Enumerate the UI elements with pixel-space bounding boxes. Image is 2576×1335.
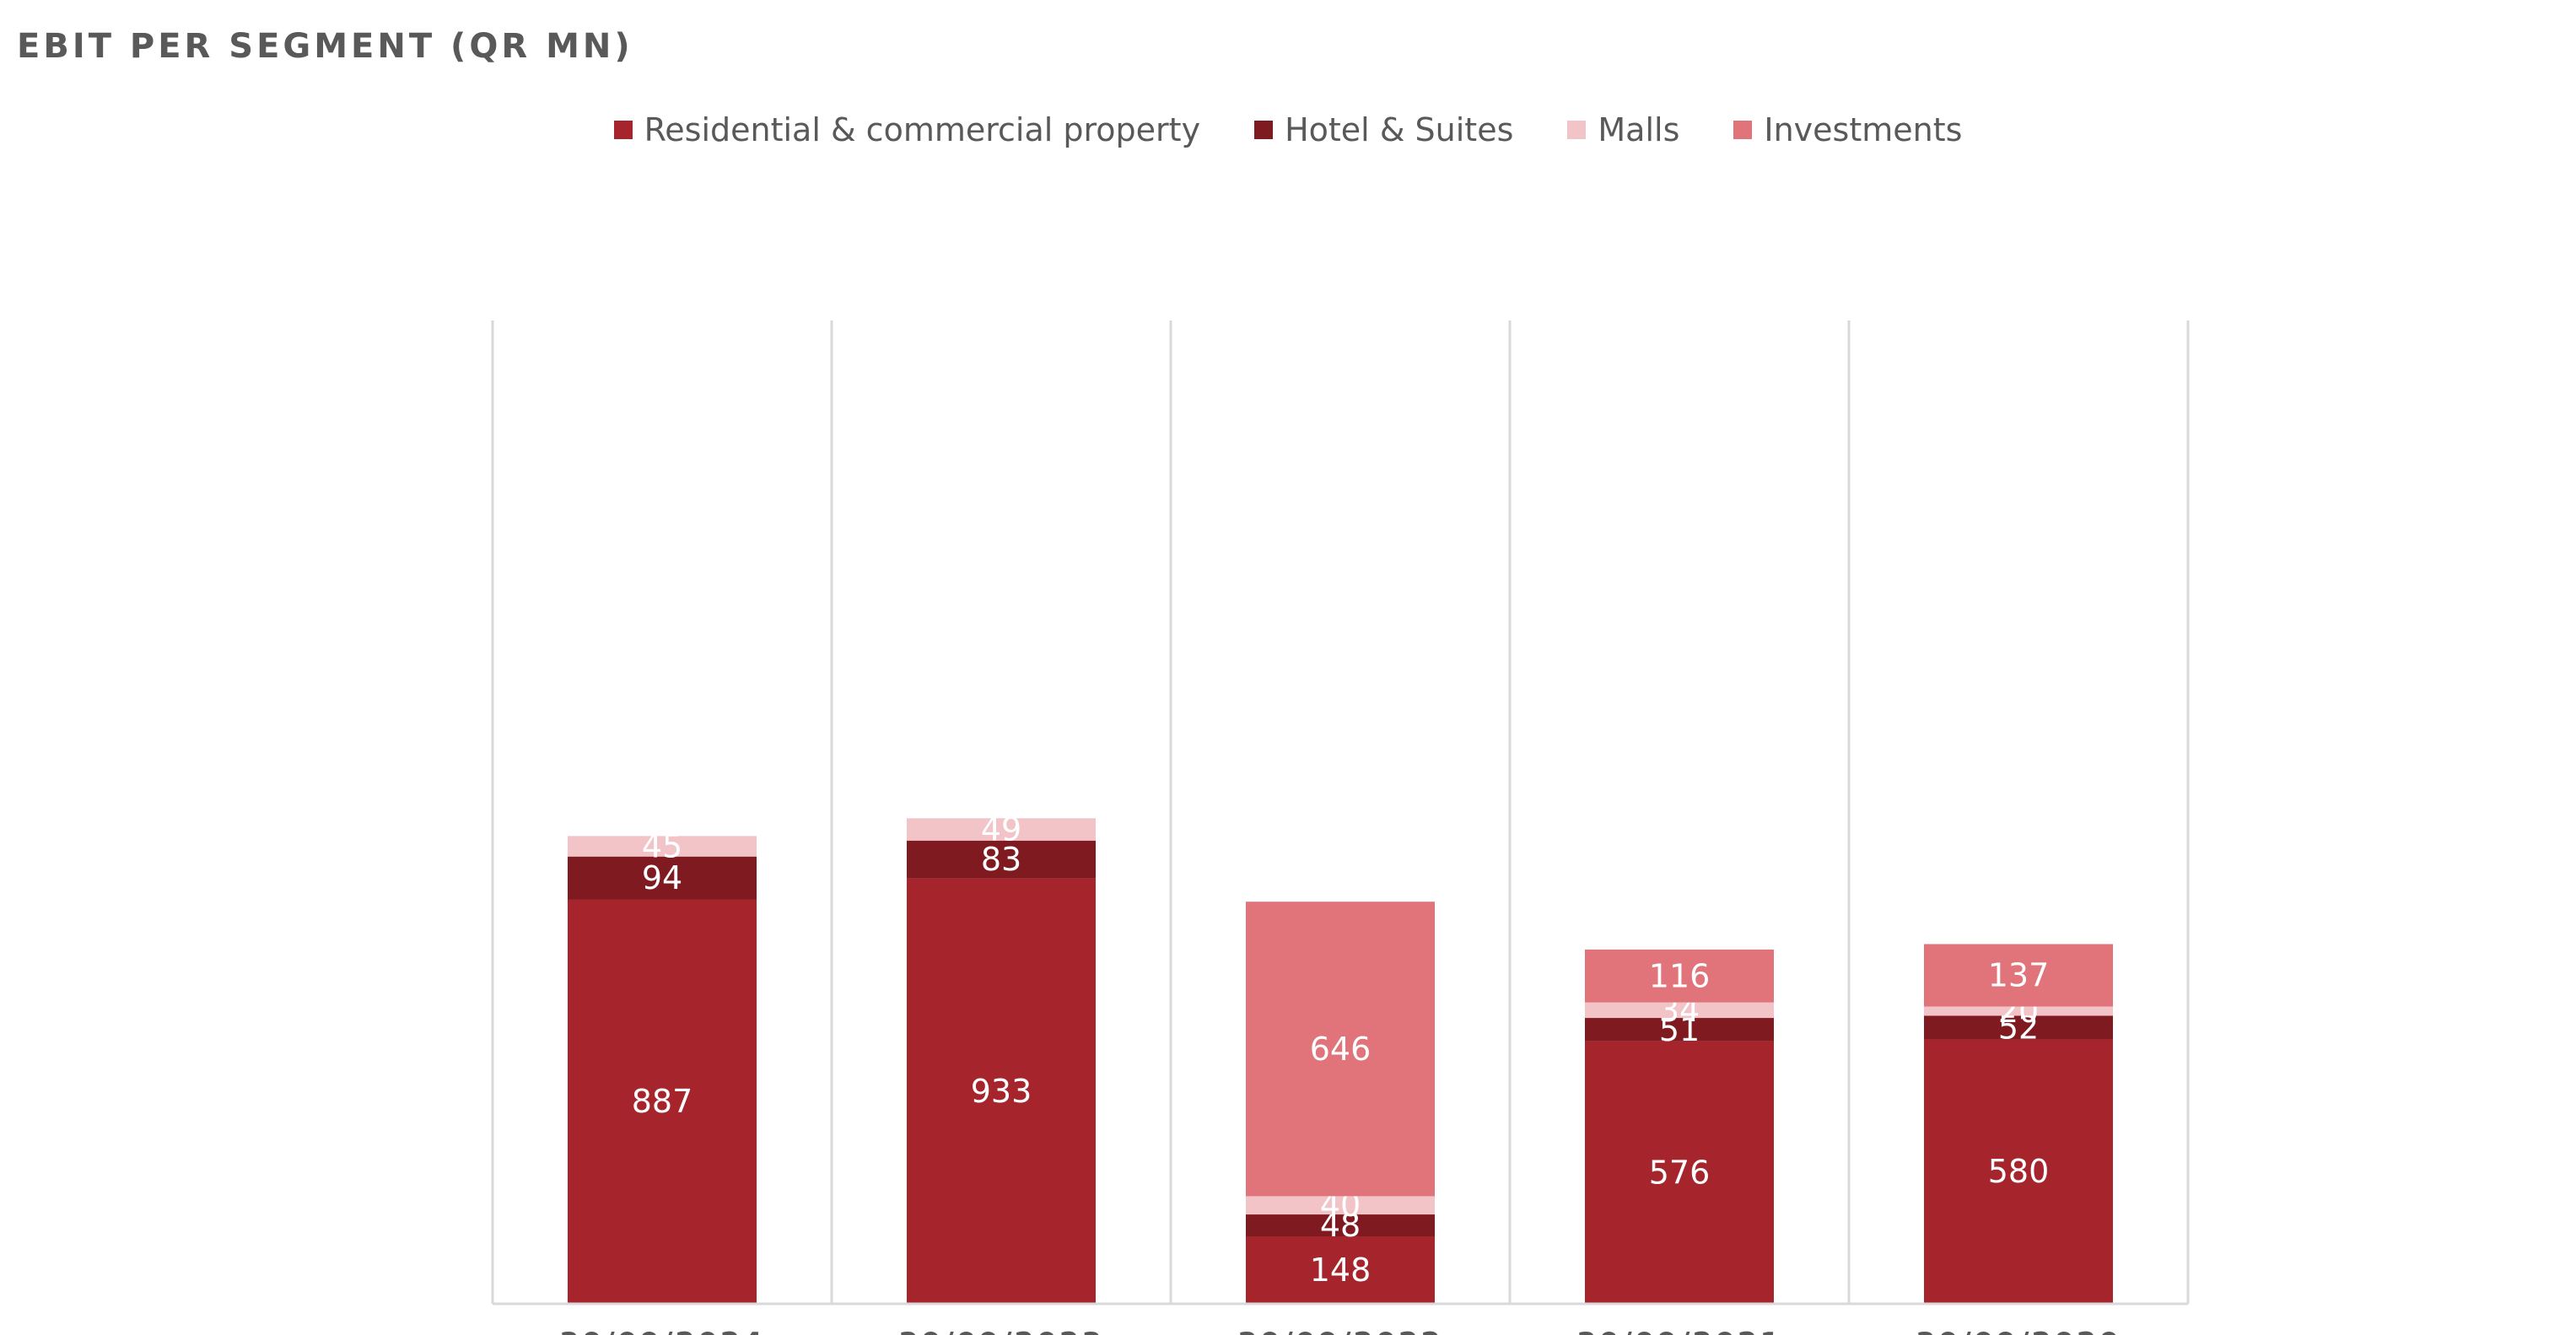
chart-title: EBIT PER SEGMENT (QR MN) [17, 27, 633, 66]
data-label: 45 [642, 828, 682, 865]
legend-swatch [1733, 121, 1753, 139]
data-label: 116 [1649, 957, 1711, 994]
data-label: 94 [642, 859, 682, 896]
legend-swatch [1254, 121, 1274, 139]
bar-segment [1246, 1196, 1435, 1215]
legend-item: Residential & commercial property [613, 111, 1201, 148]
legend-item: Investments [1733, 111, 1962, 148]
data-label: 49 [981, 811, 1021, 848]
bar-segment [568, 856, 757, 900]
data-label: 137 [1988, 956, 2050, 993]
legend-label: Hotel & Suites [1285, 111, 1514, 148]
bar-segment [1585, 1018, 1774, 1042]
category-label: 30/09/2023 [898, 1327, 1104, 1335]
legend-item: Malls [1567, 111, 1679, 148]
bar-segment [1585, 949, 1774, 1003]
bar-segment [1585, 1002, 1774, 1019]
data-label: 933 [971, 1073, 1032, 1110]
bar-segment [1585, 1041, 1774, 1304]
bar-segment [1246, 1235, 1435, 1304]
bar-segment [1246, 1214, 1435, 1236]
legend-label: Malls [1598, 111, 1680, 148]
bar-segment [1924, 1006, 2113, 1016]
category-label: 30/09/2024 [559, 1327, 765, 1335]
category-label: 30/09/2021 [1576, 1327, 1782, 1335]
bar-segment [907, 840, 1096, 879]
category-label: 30/09/2022 [1237, 1327, 1443, 1335]
legend-item: Hotel & Suites [1254, 111, 1513, 148]
data-label: 83 [981, 841, 1021, 878]
category-label: 30/09/2020 [1916, 1327, 2121, 1335]
data-label: 580 [1988, 1153, 2050, 1190]
legend-label: Investments [1764, 111, 1963, 148]
bar-segment [1924, 1039, 2113, 1304]
bar-segment [568, 899, 757, 1304]
legend-swatch [1567, 121, 1587, 139]
bar-segment [907, 818, 1096, 841]
legend-swatch [613, 121, 633, 139]
data-label: 148 [1310, 1252, 1372, 1289]
data-label: 576 [1649, 1154, 1711, 1191]
legend-label: Residential & commercial property [644, 111, 1201, 148]
bars-group: 8879445933834914848406465765134116580522… [568, 811, 2113, 1304]
bar-segment [1924, 944, 2113, 1007]
data-label: 646 [1310, 1031, 1372, 1068]
bar-segment [1246, 902, 1435, 1197]
bar-segment [568, 836, 757, 857]
chart-legend: Residential & commercial property Hotel &… [0, 111, 2576, 148]
bar-segment [1924, 1015, 2113, 1040]
bar-segment [907, 878, 1096, 1304]
data-label: 887 [632, 1083, 693, 1120]
